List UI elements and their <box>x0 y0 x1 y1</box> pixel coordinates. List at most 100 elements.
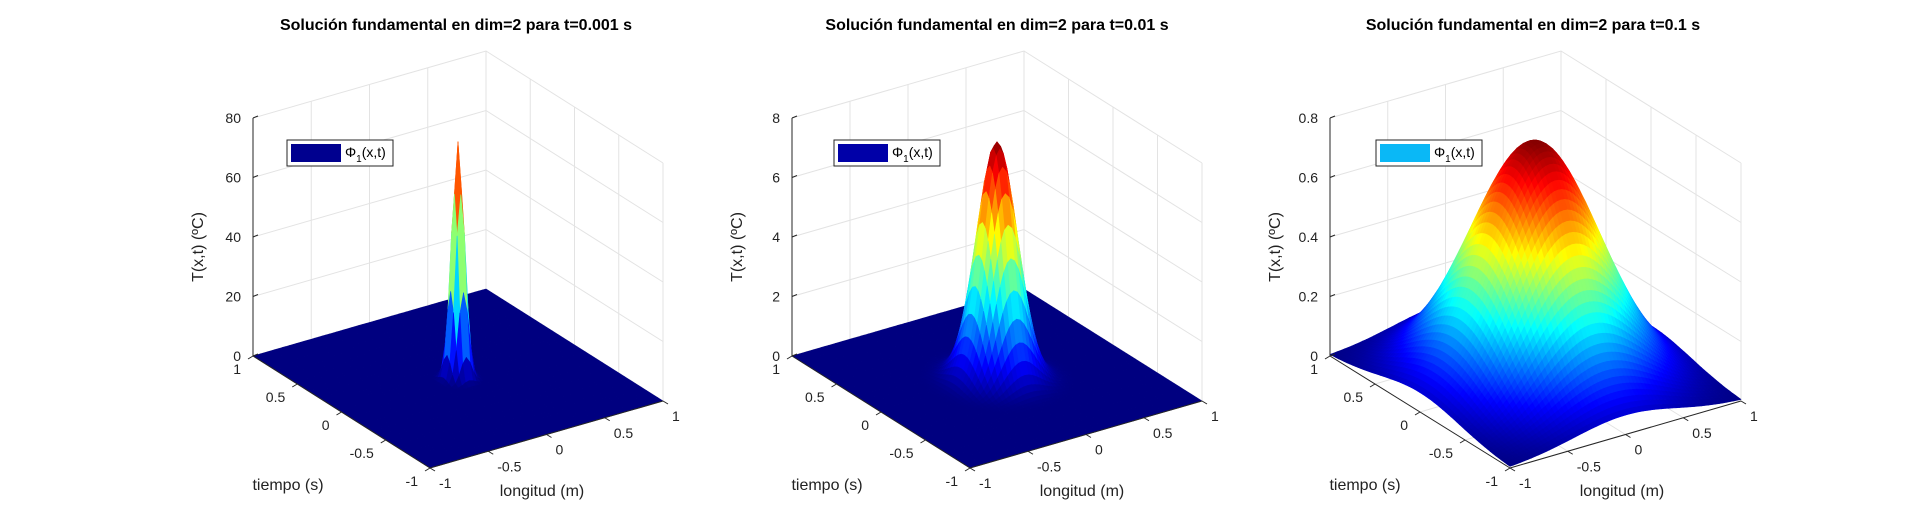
x-axis-label: longitud (m) <box>500 483 584 500</box>
legend: Φ1(x,t) <box>286 139 394 167</box>
z-tick-label: 0 <box>1310 348 1318 364</box>
y-tick-label: -1 <box>406 473 419 489</box>
y-tick-mark <box>786 355 793 360</box>
z-tick-label: 2 <box>772 289 780 305</box>
z-tick-label: 0.6 <box>1299 170 1319 186</box>
x-tick-mark <box>1143 417 1150 422</box>
y-tick-mark <box>336 411 342 416</box>
x-tick-mark <box>1509 467 1516 472</box>
y-tick-mark <box>1324 355 1331 360</box>
x-tick-mark <box>662 400 669 405</box>
z-tick-label: 0.2 <box>1299 289 1319 305</box>
grid-line <box>791 50 1203 164</box>
chart-title: Solución fundamental en dim=2 para t=0.0… <box>825 17 1168 34</box>
z-tick-label: 40 <box>225 229 241 245</box>
legend: Φ1(x,t) <box>833 139 941 167</box>
z-axis-label: T(x,t) (ºC) <box>190 212 207 282</box>
x-tick-mark <box>604 417 611 422</box>
panel-1: -1-0.500.51-1-0.500.51020406080longitud … <box>190 17 680 500</box>
y-tick-label: -0.5 <box>1429 445 1453 461</box>
x-tick-label: 0.5 <box>1692 425 1712 441</box>
y-tick-label: -0.5 <box>350 445 374 461</box>
x-axis-label: longitud (m) <box>1580 483 1664 500</box>
y-axis-label: tiempo (s) <box>252 477 323 494</box>
legend-label: Φ1(x,t) <box>1434 144 1475 165</box>
x-tick-label: -0.5 <box>497 458 521 474</box>
y-axis-label: tiempo (s) <box>791 477 862 494</box>
y-tick-mark <box>247 355 254 360</box>
x-tick-label: 1 <box>1750 408 1758 424</box>
y-tick-mark <box>380 439 387 444</box>
y-tick-label: 0.5 <box>266 389 286 405</box>
z-axis-label: T(x,t) (ºC) <box>729 212 746 282</box>
legend-label: Φ1(x,t) <box>345 144 386 165</box>
z-tick-mark <box>1329 294 1336 297</box>
x-tick-label: 1 <box>672 408 680 424</box>
y-tick-label: 0 <box>1400 417 1408 433</box>
surface <box>791 141 1203 469</box>
z-tick-label: 6 <box>772 170 780 186</box>
x-tick-mark <box>546 434 552 438</box>
z-tick-mark <box>252 175 259 178</box>
y-tick-mark <box>1459 439 1466 444</box>
x-tick-label: -1 <box>979 475 992 491</box>
z-axis-label: T(x,t) (ºC) <box>1267 212 1284 282</box>
z-tick-mark <box>791 294 798 297</box>
z-tick-mark <box>1329 234 1336 238</box>
x-tick-mark <box>429 467 436 472</box>
z-tick-label: 60 <box>225 170 241 186</box>
surface <box>252 141 664 469</box>
x-tick-mark <box>1201 400 1208 405</box>
z-tick-label: 20 <box>225 289 241 305</box>
z-tick-label: 0.8 <box>1299 110 1319 126</box>
panel-3: -1-0.500.51-1-0.500.5100.20.40.60.8longi… <box>1267 17 1758 500</box>
grid-line <box>791 228 1203 342</box>
x-tick-label: 0 <box>1095 442 1103 458</box>
y-tick-label: -1 <box>1486 473 1499 489</box>
y-tick-label: 0 <box>861 417 869 433</box>
y-tick-mark <box>291 383 298 388</box>
x-tick-mark <box>487 450 494 455</box>
y-tick-mark <box>1369 383 1376 388</box>
z-tick-mark <box>252 353 259 357</box>
y-tick-mark <box>1414 411 1421 416</box>
z-tick-mark <box>1329 353 1336 357</box>
z-tick-label: 0 <box>772 348 780 364</box>
y-tick-label: 1 <box>772 361 780 377</box>
grid-line <box>252 50 664 164</box>
legend-label: Φ1(x,t) <box>892 144 933 165</box>
y-tick-label: 0.5 <box>1344 389 1364 405</box>
y-axis-label: tiempo (s) <box>1329 477 1400 494</box>
z-tick-mark <box>252 234 259 238</box>
z-tick-label: 80 <box>225 110 241 126</box>
z-tick-label: 4 <box>772 229 780 245</box>
x-tick-mark <box>1682 417 1689 422</box>
y-tick-label: 1 <box>1310 361 1318 377</box>
x-tick-mark <box>1085 434 1092 438</box>
y-tick-mark <box>920 439 926 444</box>
z-tick-mark <box>252 294 259 297</box>
z-tick-mark <box>252 115 259 119</box>
x-tick-mark <box>1567 450 1574 455</box>
y-tick-label: 0 <box>322 417 330 433</box>
grid-line <box>252 228 664 342</box>
legend: Φ1(x,t) <box>1375 139 1483 167</box>
y-tick-mark <box>964 467 971 472</box>
x-tick-mark <box>1740 400 1747 405</box>
grid-line <box>252 169 664 283</box>
z-tick-mark <box>791 115 798 119</box>
x-tick-mark <box>969 467 976 472</box>
y-tick-mark <box>424 467 431 472</box>
y-tick-label: -0.5 <box>889 445 913 461</box>
z-tick-mark <box>1329 175 1336 178</box>
x-axis-label: longitud (m) <box>1040 483 1124 500</box>
x-tick-label: -1 <box>439 475 452 491</box>
z-tick-label: 0.4 <box>1299 229 1319 245</box>
x-tick-label: 0 <box>556 442 564 458</box>
y-tick-label: 0.5 <box>805 389 825 405</box>
z-tick-mark <box>791 353 798 357</box>
x-tick-label: -1 <box>1519 475 1532 491</box>
y-tick-label: 1 <box>233 361 241 377</box>
